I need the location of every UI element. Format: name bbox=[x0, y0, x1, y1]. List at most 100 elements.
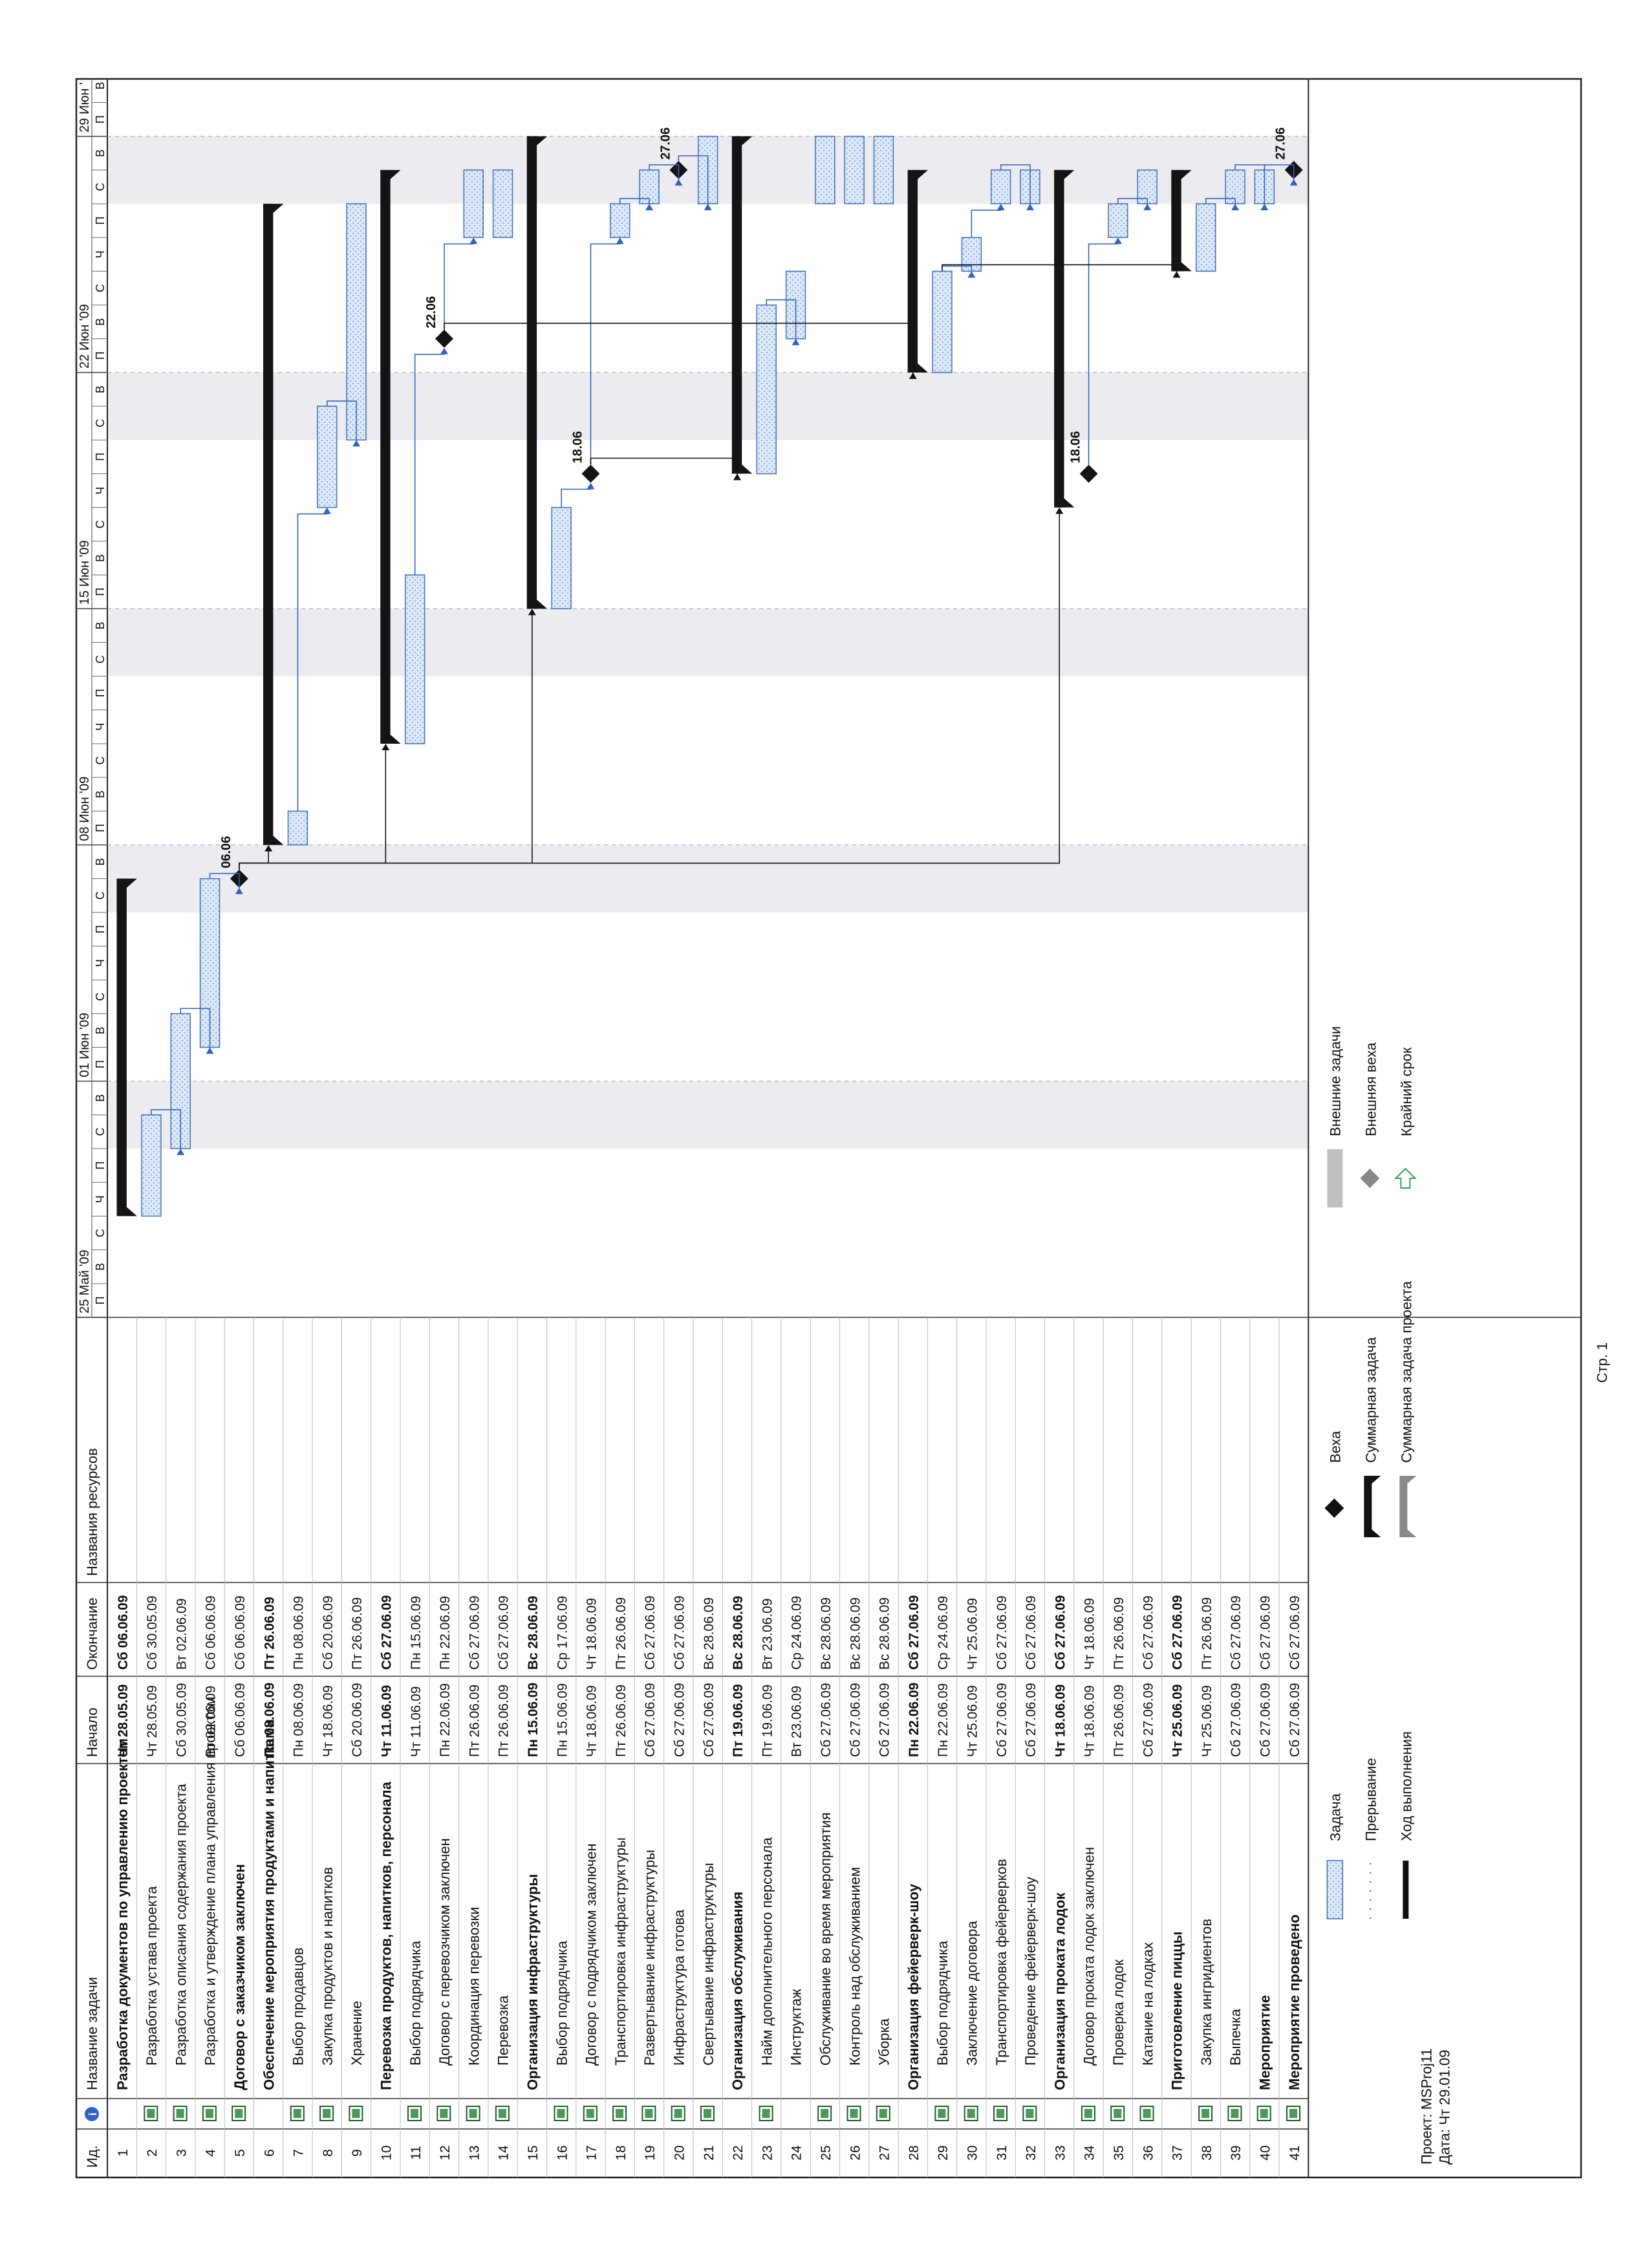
row-id: 33 bbox=[1053, 2145, 1068, 2160]
task-note-icon bbox=[700, 2106, 715, 2121]
legend-label-project_summary: Суммарная задача проекта bbox=[1398, 1280, 1414, 1463]
day-label: П bbox=[94, 824, 107, 832]
row-name: Договор с заказчиком заключен bbox=[232, 1864, 248, 2090]
note-icon-body bbox=[645, 2109, 653, 2118]
note-icon-body bbox=[674, 2109, 682, 2118]
row-start: Пн 15.06.09 bbox=[555, 1683, 570, 1757]
row-name: Договор с подрядчиком заключен bbox=[583, 1843, 599, 2066]
row-name: Координация перевозки bbox=[466, 1907, 482, 2066]
row-name: Выбор подрядчика bbox=[554, 1940, 570, 2066]
milestone-label: 27.06 bbox=[658, 127, 673, 160]
summary-link-arrow bbox=[909, 372, 917, 379]
legend-label-progress: Ход выполнения bbox=[1398, 1731, 1414, 1841]
dependency-link bbox=[678, 155, 709, 206]
day-label: С bbox=[94, 891, 107, 900]
row-name: Хранение bbox=[349, 2001, 365, 2066]
weekend-shade bbox=[107, 1114, 1309, 1149]
task-note-icon bbox=[846, 2106, 861, 2121]
task-bar bbox=[287, 810, 308, 846]
dependency-arrow bbox=[469, 237, 478, 244]
footer-date: Дата: Чт 29.01.09 bbox=[1436, 2050, 1452, 2165]
row-id: 13 bbox=[467, 2145, 482, 2160]
row-name: Разработка документов по управлению прое… bbox=[114, 1738, 131, 2090]
row-finish: Вс 28.06.09 bbox=[526, 1596, 541, 1670]
row-finish: Пт 26.06.09 bbox=[614, 1597, 629, 1670]
legend-swatch-external bbox=[1327, 1149, 1343, 1207]
task-bar bbox=[1108, 203, 1128, 238]
row-start: Пт 19.06.09 bbox=[760, 1685, 775, 1757]
day-label: С bbox=[94, 655, 107, 664]
note-icon-body bbox=[762, 2109, 770, 2118]
task-note-icon bbox=[876, 2106, 890, 2121]
row-name: Приготовление пиццы bbox=[1169, 1932, 1185, 2090]
dependency-arrow bbox=[1026, 204, 1034, 211]
dependency-link bbox=[619, 198, 650, 206]
dependency-arrow bbox=[1143, 204, 1152, 211]
note-icon-body bbox=[352, 2109, 360, 2118]
day-label: П bbox=[94, 453, 107, 461]
dependency-link bbox=[180, 1008, 211, 1049]
task-bar bbox=[492, 169, 513, 238]
note-icon-body bbox=[997, 2109, 1004, 2118]
row-name: Выбор подрядчика bbox=[407, 1940, 424, 2066]
row-start: Пн 22.06.09 bbox=[438, 1683, 453, 1757]
task-note-icon bbox=[934, 2106, 949, 2121]
task-note-icon bbox=[202, 2106, 217, 2121]
row-start: Сб 27.06.09 bbox=[643, 1683, 658, 1757]
row-start: Сб 27.06.09 bbox=[878, 1683, 892, 1757]
header-name: Название задачи bbox=[84, 1977, 100, 2090]
week-label: 29 Июн ' bbox=[78, 82, 92, 133]
row-name: Найм дополнительного персонала bbox=[759, 1837, 775, 2066]
row-id: 16 bbox=[555, 2145, 570, 2160]
row-name: Заключение договора bbox=[964, 1921, 980, 2066]
row-finish: Сб 30.05.09 bbox=[145, 1595, 160, 1670]
row-id: 38 bbox=[1200, 2145, 1214, 2160]
dependency-arrow bbox=[674, 178, 683, 186]
task-bar bbox=[990, 169, 1011, 204]
dependency-arrow bbox=[177, 1149, 185, 1156]
task-bar bbox=[551, 506, 572, 609]
row-name: Организация проката лодок bbox=[1051, 1892, 1068, 2090]
note-icon-body bbox=[938, 2109, 946, 2118]
row-finish: Вс 28.06.09 bbox=[702, 1597, 717, 1670]
task-note-icon bbox=[436, 2106, 451, 2121]
day-label: В bbox=[94, 554, 107, 562]
task-note-icon bbox=[1022, 2106, 1037, 2121]
row-finish: Сб 27.06.09 bbox=[1024, 1595, 1039, 1670]
row-id: 4 bbox=[204, 2149, 219, 2157]
day-label: П bbox=[94, 925, 107, 933]
day-label: В bbox=[94, 318, 107, 326]
dependency-arrow bbox=[323, 507, 331, 514]
week-label: 08 Июн '09 bbox=[78, 777, 92, 841]
legend-swatch-project-summary bbox=[1399, 1476, 1408, 1537]
row-start: Сб 27.06.09 bbox=[819, 1683, 834, 1757]
row-id: 6 bbox=[262, 2149, 277, 2157]
dependency-link bbox=[444, 239, 475, 330]
weekend-shade bbox=[107, 372, 1309, 407]
note-icon-body bbox=[557, 2109, 565, 2118]
page-number: Стр. 1 bbox=[1594, 1343, 1610, 1383]
dependency-link bbox=[1117, 198, 1148, 206]
task-bar bbox=[141, 1114, 162, 1217]
week-label: 01 Июн '09 bbox=[78, 1013, 92, 1077]
summary-link-arrow bbox=[1172, 271, 1181, 278]
summary-end-cap bbox=[380, 169, 401, 179]
row-finish: Сб 27.06.09 bbox=[497, 1595, 512, 1670]
day-label: П bbox=[94, 1060, 107, 1068]
day-label: В bbox=[94, 149, 107, 157]
task-note-icon bbox=[641, 2106, 656, 2121]
summary-bar bbox=[1171, 169, 1181, 272]
row-start: Чт 18.06.09 bbox=[1083, 1685, 1097, 1757]
row-name: Выпечка bbox=[1227, 2009, 1244, 2066]
row-start: Чт 11.06.09 bbox=[409, 1686, 424, 1757]
row-name: Выбор подрядчика bbox=[934, 1940, 951, 2066]
task-note-icon bbox=[671, 2106, 685, 2121]
row-start: Пт 26.06.09 bbox=[614, 1685, 629, 1757]
dependency-arrow bbox=[352, 440, 361, 447]
task-note-icon bbox=[349, 2106, 363, 2121]
task-bar bbox=[815, 135, 835, 204]
weekend-shade bbox=[107, 845, 1309, 879]
note-icon-body bbox=[1289, 2109, 1297, 2118]
